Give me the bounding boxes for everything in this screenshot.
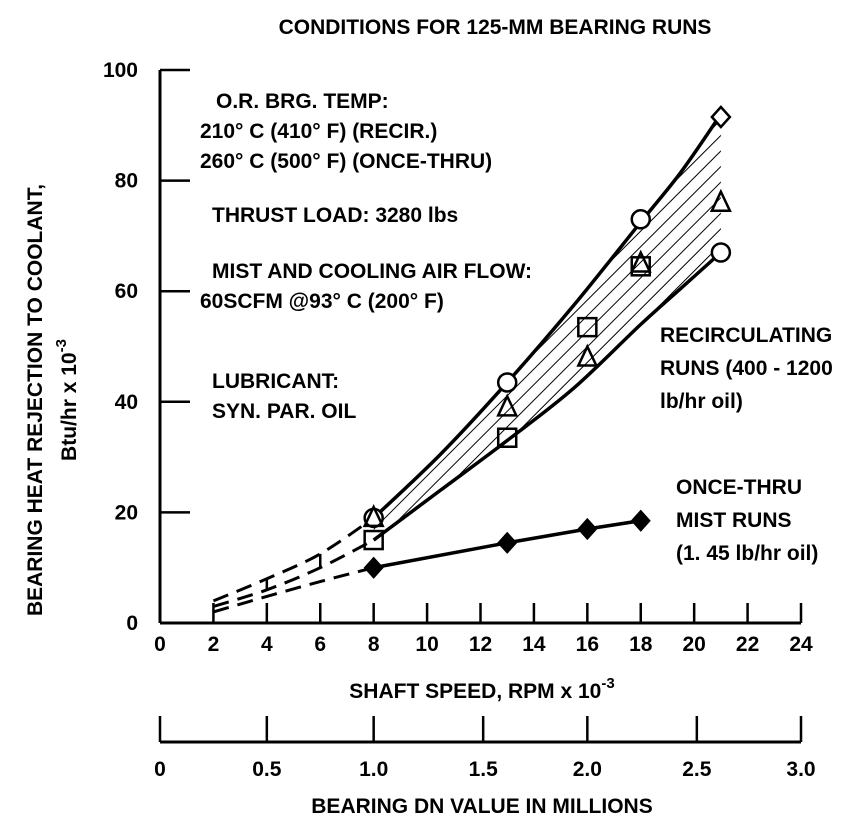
band-upper-curve [372, 113, 723, 520]
y-tick-label: 60 [115, 280, 138, 303]
once-thru-extrapolation [212, 566, 375, 614]
y-axis-label-line1: BEARING HEAT REJECTION TO COOLANT, [24, 184, 47, 616]
diamond-marker [710, 105, 732, 129]
triangle-marker [709, 188, 732, 212]
data-markers [362, 105, 732, 579]
band-lower-extrapolation [212, 538, 375, 608]
x-tick-label: 14 [522, 633, 546, 656]
y-axis-ticks: 0 20 40 60 80 100 [103, 59, 190, 635]
recirculating-text: lb/hr oil) [660, 390, 743, 413]
dn-axis-label: BEARING DN VALUE IN MILLIONS [311, 795, 652, 818]
x-tick-label: 20 [682, 633, 705, 656]
triangle-marker [576, 343, 599, 367]
x-axis-label: SHAFT SPEED, RPM x 10-3 [349, 675, 614, 703]
filled-diamond-marker [363, 556, 384, 579]
x-tick-label: 18 [629, 633, 653, 656]
x-tick-label: 0 [154, 633, 166, 656]
filled-diamond-marker [497, 531, 518, 554]
once-thru-text: ONCE-THRU [676, 476, 802, 499]
square-marker [630, 256, 651, 277]
x-axis-ticks: 0 2 4 6 8 10 12 14 16 18 20 22 24 [154, 603, 813, 656]
recirculating-text: RECIRCULATING [660, 324, 832, 347]
x-tick-label: 22 [736, 633, 759, 656]
square-marker [363, 529, 384, 551]
condition-text: THRUST LOAD: 3280 lbs [212, 204, 458, 227]
recirculating-text: RUNS (400 - 1200 [660, 357, 833, 380]
y-tick-label: 40 [115, 391, 138, 414]
square-marker [496, 427, 518, 448]
condition-text: MIST AND COOLING AIR FLOW: [212, 260, 532, 283]
y-tick-label: 20 [115, 501, 138, 524]
dn-tick-label: 1.5 [469, 758, 499, 781]
y-tick-label: 0 [126, 612, 138, 635]
triangle-marker [496, 393, 519, 417]
dn-tick-label: 3.0 [786, 758, 815, 781]
dn-tick-label: 2.0 [573, 758, 602, 781]
circle-marker [710, 242, 732, 263]
filled-diamond-marker [577, 517, 598, 541]
once-thru-line [373, 518, 642, 570]
extrapolation-lines [212, 516, 642, 614]
x-tick-label: 16 [576, 633, 599, 656]
x-tick-label: 10 [415, 633, 438, 656]
condition-text: LUBRICANT: [212, 370, 339, 393]
once-thru-annotation: ONCE-THRU MIST RUNS (1. 45 lb/hr oil) [676, 476, 818, 565]
y-tick-label: 100 [103, 59, 138, 82]
dn-tick-label: 1.0 [359, 758, 388, 781]
circle-marker [496, 372, 518, 393]
band-upper-extrapolation [212, 516, 375, 603]
x-tick-label: 6 [314, 633, 326, 656]
triangle-marker [362, 504, 385, 528]
condition-text: SYN. PAR. OIL [212, 400, 356, 423]
once-thru-text: (1. 45 lb/hr oil) [676, 542, 818, 565]
x-tick-label: 4 [261, 633, 273, 656]
dn-tick-label: 0 [154, 758, 166, 781]
conditions-annotation: O.R. BRG. TEMP: 210° C (410° F) (RECIR.)… [200, 90, 532, 423]
once-thru-text: MIST RUNS [676, 509, 792, 532]
dn-tick-label: 2.5 [682, 758, 712, 781]
square-marker [577, 316, 598, 338]
band-lower-curve [372, 251, 723, 542]
circle-marker [630, 209, 651, 230]
x-tick-label: 2 [208, 633, 220, 656]
condition-text: 260° C (500° F) (ONCE-THRU) [200, 150, 492, 173]
x-tick-label: 8 [368, 633, 380, 656]
condition-text: O.R. BRG. TEMP: [216, 90, 389, 113]
x-tick-label: 12 [469, 633, 492, 656]
filled-diamond-marker [630, 509, 651, 532]
condition-text: 210° C (410° F) (RECIR.) [200, 120, 437, 143]
dn-axis: 0 0.5 1.0 1.5 2.0 2.5 3.0 [154, 716, 816, 781]
recirculating-annotation: RECIRCULATING RUNS (400 - 1200 lb/hr oil… [660, 324, 833, 413]
y-tick-label: 80 [115, 170, 138, 193]
chart-title: CONDITIONS FOR 125-MM BEARING RUNS [279, 16, 712, 39]
triangle-marker [629, 249, 652, 273]
y-axis-label-line2: Btu/hr x 10-3 [53, 339, 81, 461]
hatched-band [372, 113, 723, 542]
x-tick-label: 24 [789, 633, 813, 656]
dn-tick-label: 0.5 [252, 758, 282, 781]
condition-text: 60SCFM @93° C (200° F) [200, 290, 444, 313]
